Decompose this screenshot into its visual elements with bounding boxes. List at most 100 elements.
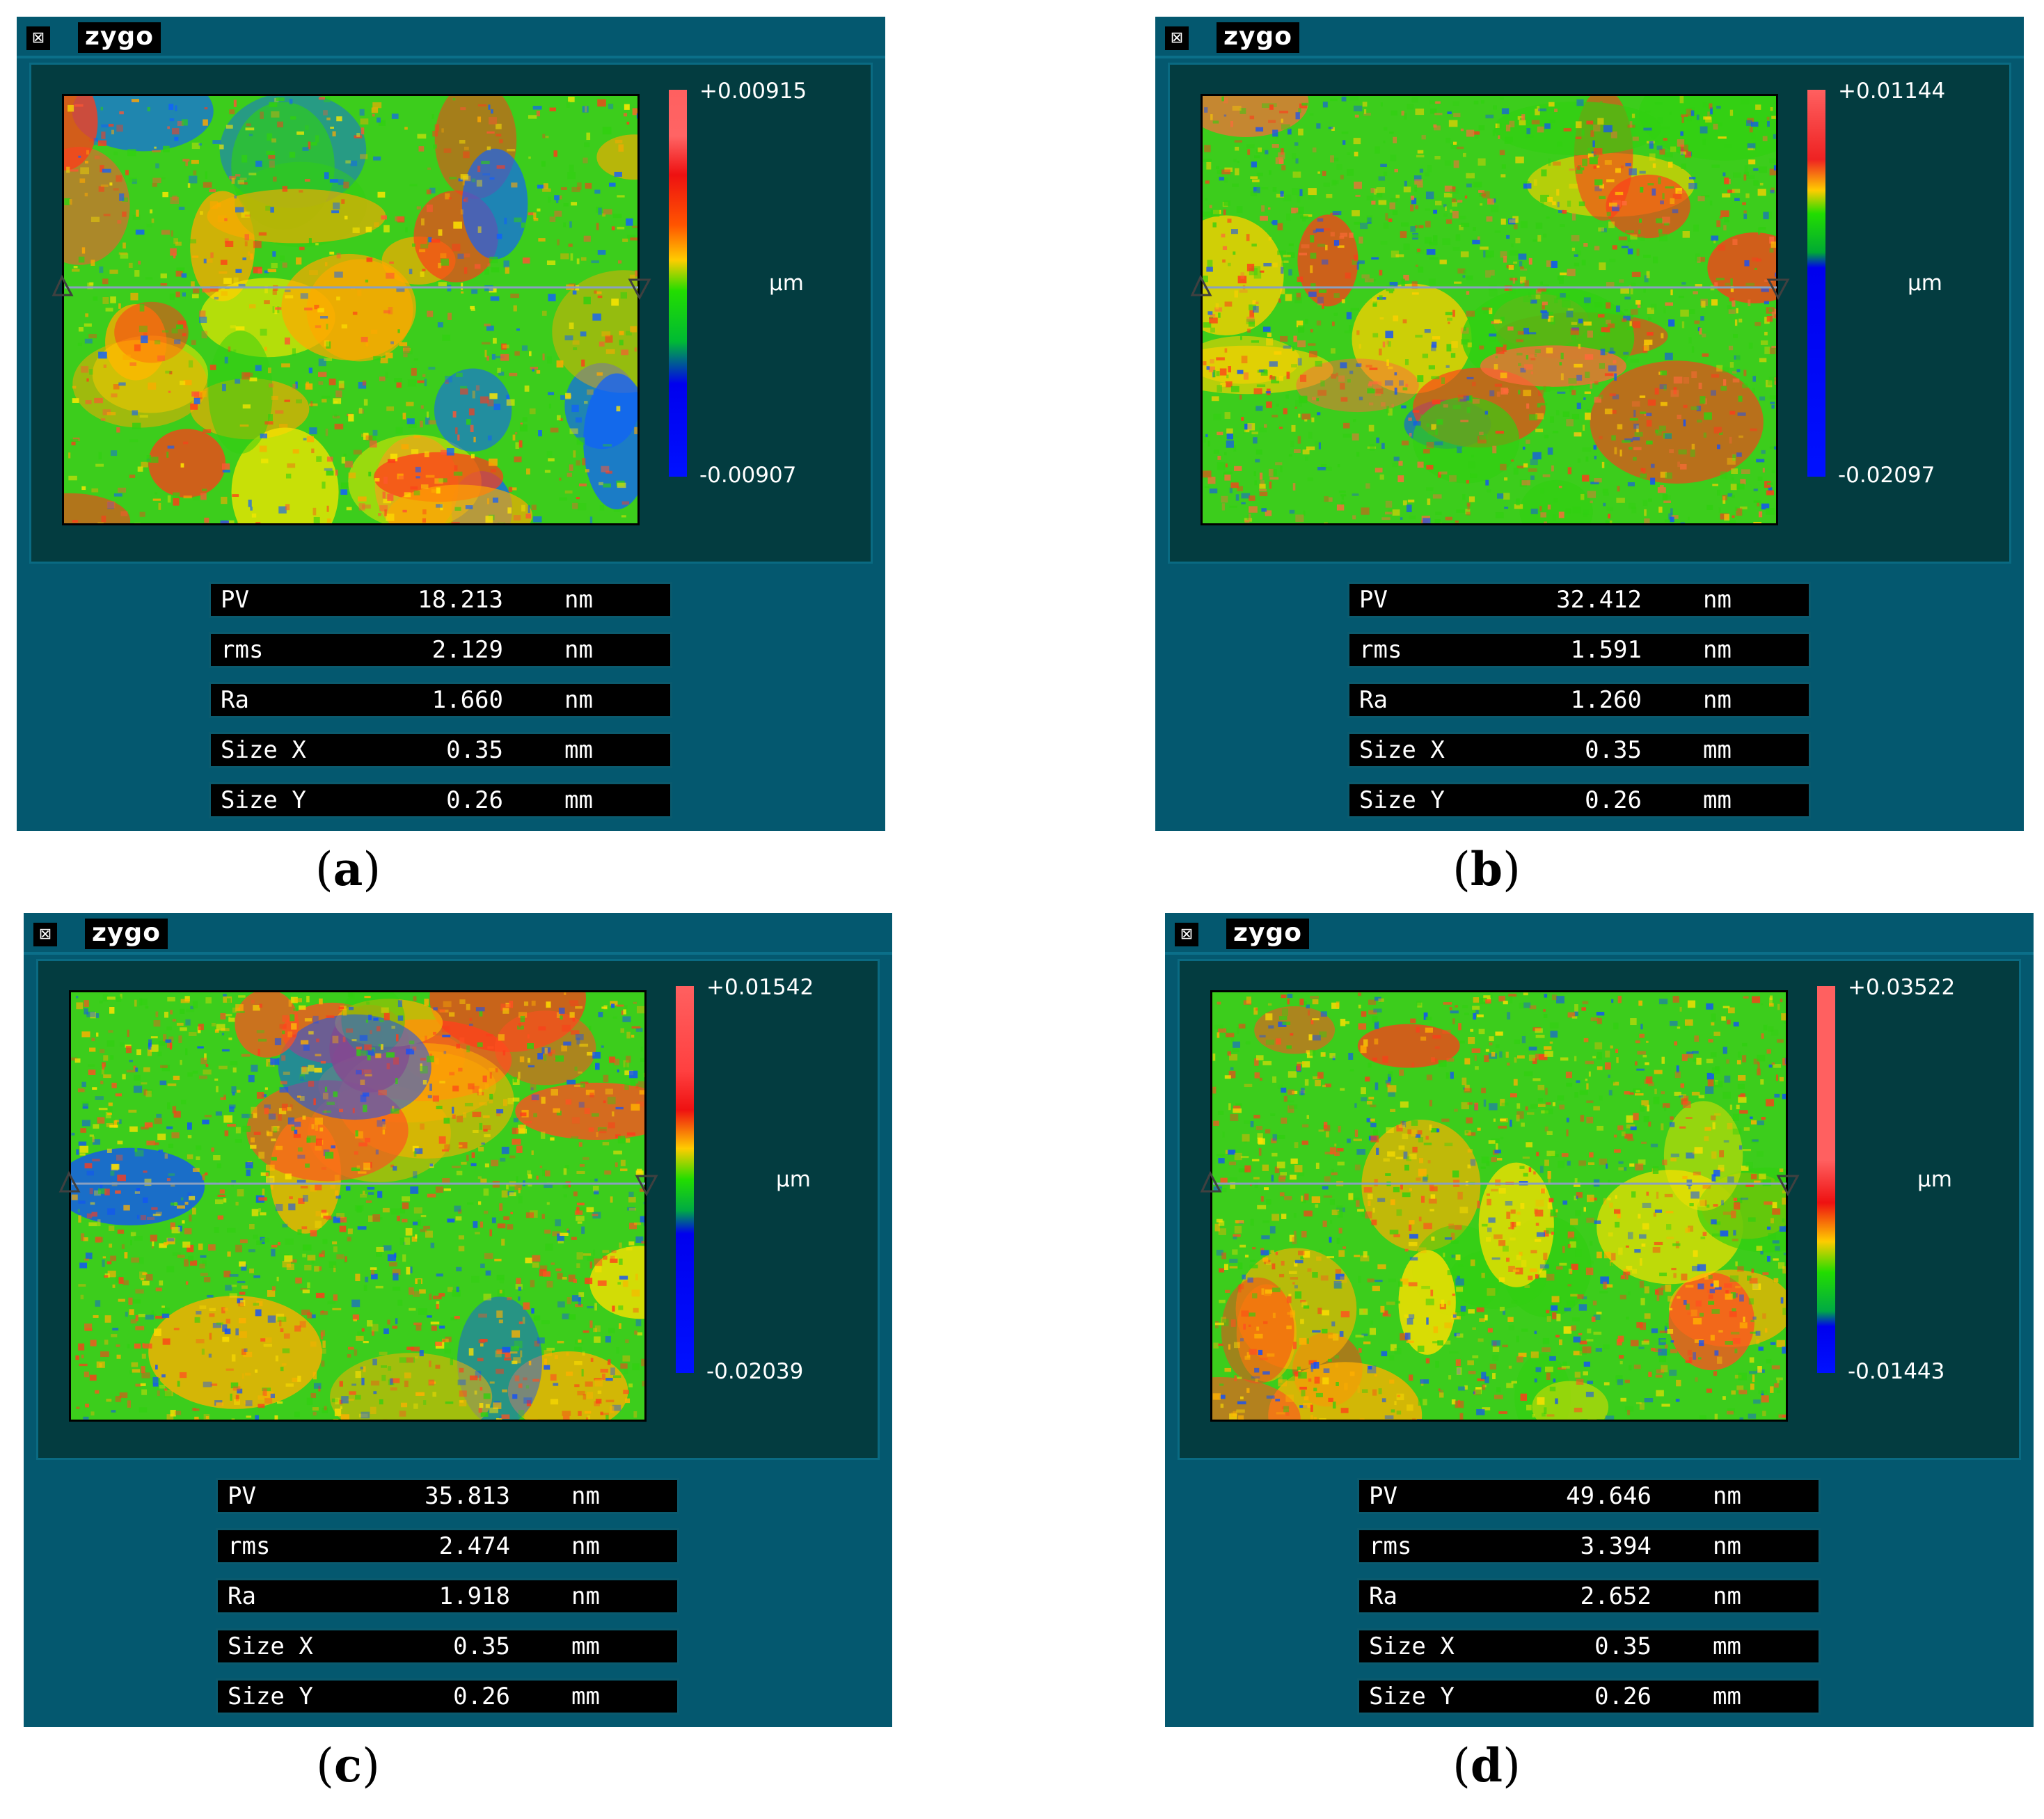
stat-row: PV 35.813 nm <box>216 1478 679 1514</box>
surface-height-map[interactable] <box>69 990 647 1422</box>
stat-value: 18.213 <box>418 586 503 614</box>
profile-end-marker[interactable] <box>1776 1175 1800 1197</box>
stat-value: 2.129 <box>431 636 503 664</box>
stat-value: 0.35 <box>1585 736 1642 764</box>
stat-name: Size Y <box>228 1683 313 1710</box>
profile-line[interactable] <box>1200 1166 1800 1201</box>
stat-row: Ra 1.918 nm <box>216 1578 679 1614</box>
stat-value: 2.652 <box>1580 1582 1651 1610</box>
surface-display: +0.01144 -0.02097 µm <box>1168 63 2011 564</box>
close-icon[interactable]: ⊠ <box>1165 26 1189 50</box>
stat-value: 32.412 <box>1556 586 1642 614</box>
app-title: zygo <box>78 22 161 53</box>
stat-row: Ra 2.652 nm <box>1357 1578 1821 1614</box>
scale-min-label: -0.02039 <box>706 1359 804 1384</box>
stat-name: rms <box>228 1532 271 1560</box>
scale-min-label: -0.01443 <box>1848 1359 1945 1384</box>
profile-end-marker[interactable] <box>635 1175 658 1197</box>
profile-start-marker[interactable] <box>1190 274 1212 296</box>
stat-name: rms <box>1369 1532 1412 1560</box>
caption-letter: d <box>1470 1738 1503 1793</box>
zygo-window: ⊠ zygo +0.01144 -0.02097 µm PV 32.412 nm rms 1.59… <box>1155 17 2024 831</box>
profile-start-marker[interactable] <box>1200 1170 1222 1193</box>
scale-max-label: +0.01542 <box>706 975 814 1000</box>
scale-unit-label: µm <box>1908 271 1942 296</box>
surface-display: +0.03522 -0.01443 µm <box>1178 959 2021 1460</box>
stat-name: PV <box>1359 586 1388 614</box>
surface-height-map[interactable] <box>1210 990 1788 1422</box>
statistics-table: PV 18.213 nm rms 2.129 nm Ra 1.660 nm Size X 0.35 m… <box>209 582 672 832</box>
title-bar: ⊠ zygo <box>1165 913 2034 955</box>
stat-value: 0.35 <box>1594 1633 1651 1660</box>
stat-name: Ra <box>221 686 249 714</box>
stat-row: PV 49.646 nm <box>1357 1478 1821 1514</box>
stat-unit: mm <box>1703 736 1732 764</box>
stat-row: Size Y 0.26 mm <box>209 782 672 818</box>
surface-display: +0.00915 -0.00907 µm <box>29 63 873 564</box>
stat-unit: nm <box>571 1582 600 1610</box>
stat-row: PV 18.213 nm <box>209 582 672 618</box>
scale-unit-label: µm <box>776 1167 811 1192</box>
scale-unit-label: µm <box>769 271 804 296</box>
caption-open-paren: ( <box>315 843 333 896</box>
close-icon[interactable]: ⊠ <box>33 923 57 946</box>
title-bar: ⊠ zygo <box>24 913 892 955</box>
profile-line[interactable] <box>1190 270 1790 305</box>
stat-value: 0.26 <box>1594 1683 1651 1710</box>
color-scale-bar <box>676 986 694 1373</box>
stat-name: Size X <box>228 1633 313 1660</box>
profile-start-marker[interactable] <box>52 274 74 296</box>
stat-name: Size Y <box>221 786 306 814</box>
profile-end-marker[interactable] <box>628 278 651 301</box>
stat-value: 0.26 <box>446 786 503 814</box>
profile-line[interactable] <box>58 1166 658 1201</box>
caption-close-paren: ) <box>1503 843 1521 896</box>
stat-unit: nm <box>564 636 593 664</box>
color-scale-bar <box>1817 986 1835 1373</box>
stat-name: PV <box>221 586 249 614</box>
stat-row: Size X 0.35 mm <box>216 1628 679 1665</box>
surface-display: +0.01542 -0.02039 µm <box>36 959 880 1460</box>
profile-end-marker[interactable] <box>1766 278 1790 301</box>
height-map-image <box>1212 992 1786 1420</box>
stat-value: 0.26 <box>453 1683 510 1710</box>
scale-unit-label: µm <box>1917 1167 1952 1192</box>
zygo-window: ⊠ zygo +0.03522 -0.01443 µm PV 49.646 nm rms 3.39… <box>1165 913 2034 1727</box>
surface-height-map[interactable] <box>1201 94 1778 525</box>
caption-close-paren: ) <box>1503 1739 1521 1793</box>
stat-unit: nm <box>564 686 593 714</box>
close-icon[interactable]: ⊠ <box>1175 923 1198 946</box>
stat-value: 0.35 <box>446 736 503 764</box>
scale-max-label: +0.01144 <box>1838 79 1946 104</box>
profile-line[interactable] <box>52 270 651 305</box>
stat-name: PV <box>228 1482 256 1510</box>
stat-name: Size Y <box>1359 786 1445 814</box>
stat-unit: nm <box>1703 586 1732 614</box>
stat-unit: mm <box>1713 1683 1741 1710</box>
stat-row: rms 2.129 nm <box>209 632 672 668</box>
statistics-table: PV 49.646 nm rms 3.394 nm Ra 2.652 nm Size X 0.35 m… <box>1357 1478 1821 1729</box>
stat-name: PV <box>1369 1482 1397 1510</box>
caption-open-paren: ( <box>1452 843 1471 896</box>
app-title: zygo <box>1226 919 1309 949</box>
stat-unit: mm <box>1703 786 1732 814</box>
height-map-image <box>1203 96 1776 523</box>
stat-name: Ra <box>228 1582 256 1610</box>
close-icon[interactable]: ⊠ <box>26 26 50 50</box>
stat-unit: mm <box>564 786 593 814</box>
stat-value: 1.660 <box>431 686 503 714</box>
stat-value: 3.394 <box>1580 1532 1651 1560</box>
title-bar: ⊠ zygo <box>17 17 885 58</box>
stat-name: Size Y <box>1369 1683 1455 1710</box>
stat-name: Size X <box>1369 1633 1455 1660</box>
profile-start-marker[interactable] <box>58 1170 81 1193</box>
color-scale-bar <box>669 90 687 477</box>
stat-unit: nm <box>1703 636 1732 664</box>
stat-value: 2.474 <box>438 1532 510 1560</box>
stat-unit: mm <box>571 1683 600 1710</box>
color-scale-bar <box>1807 90 1825 477</box>
panel-caption: (a) <box>244 842 452 896</box>
caption-letter: c <box>333 1738 363 1793</box>
surface-height-map[interactable] <box>62 94 640 525</box>
zygo-window: ⊠ zygo +0.00915 -0.00907 µm PV 18.213 nm rms 2.12… <box>17 17 885 831</box>
